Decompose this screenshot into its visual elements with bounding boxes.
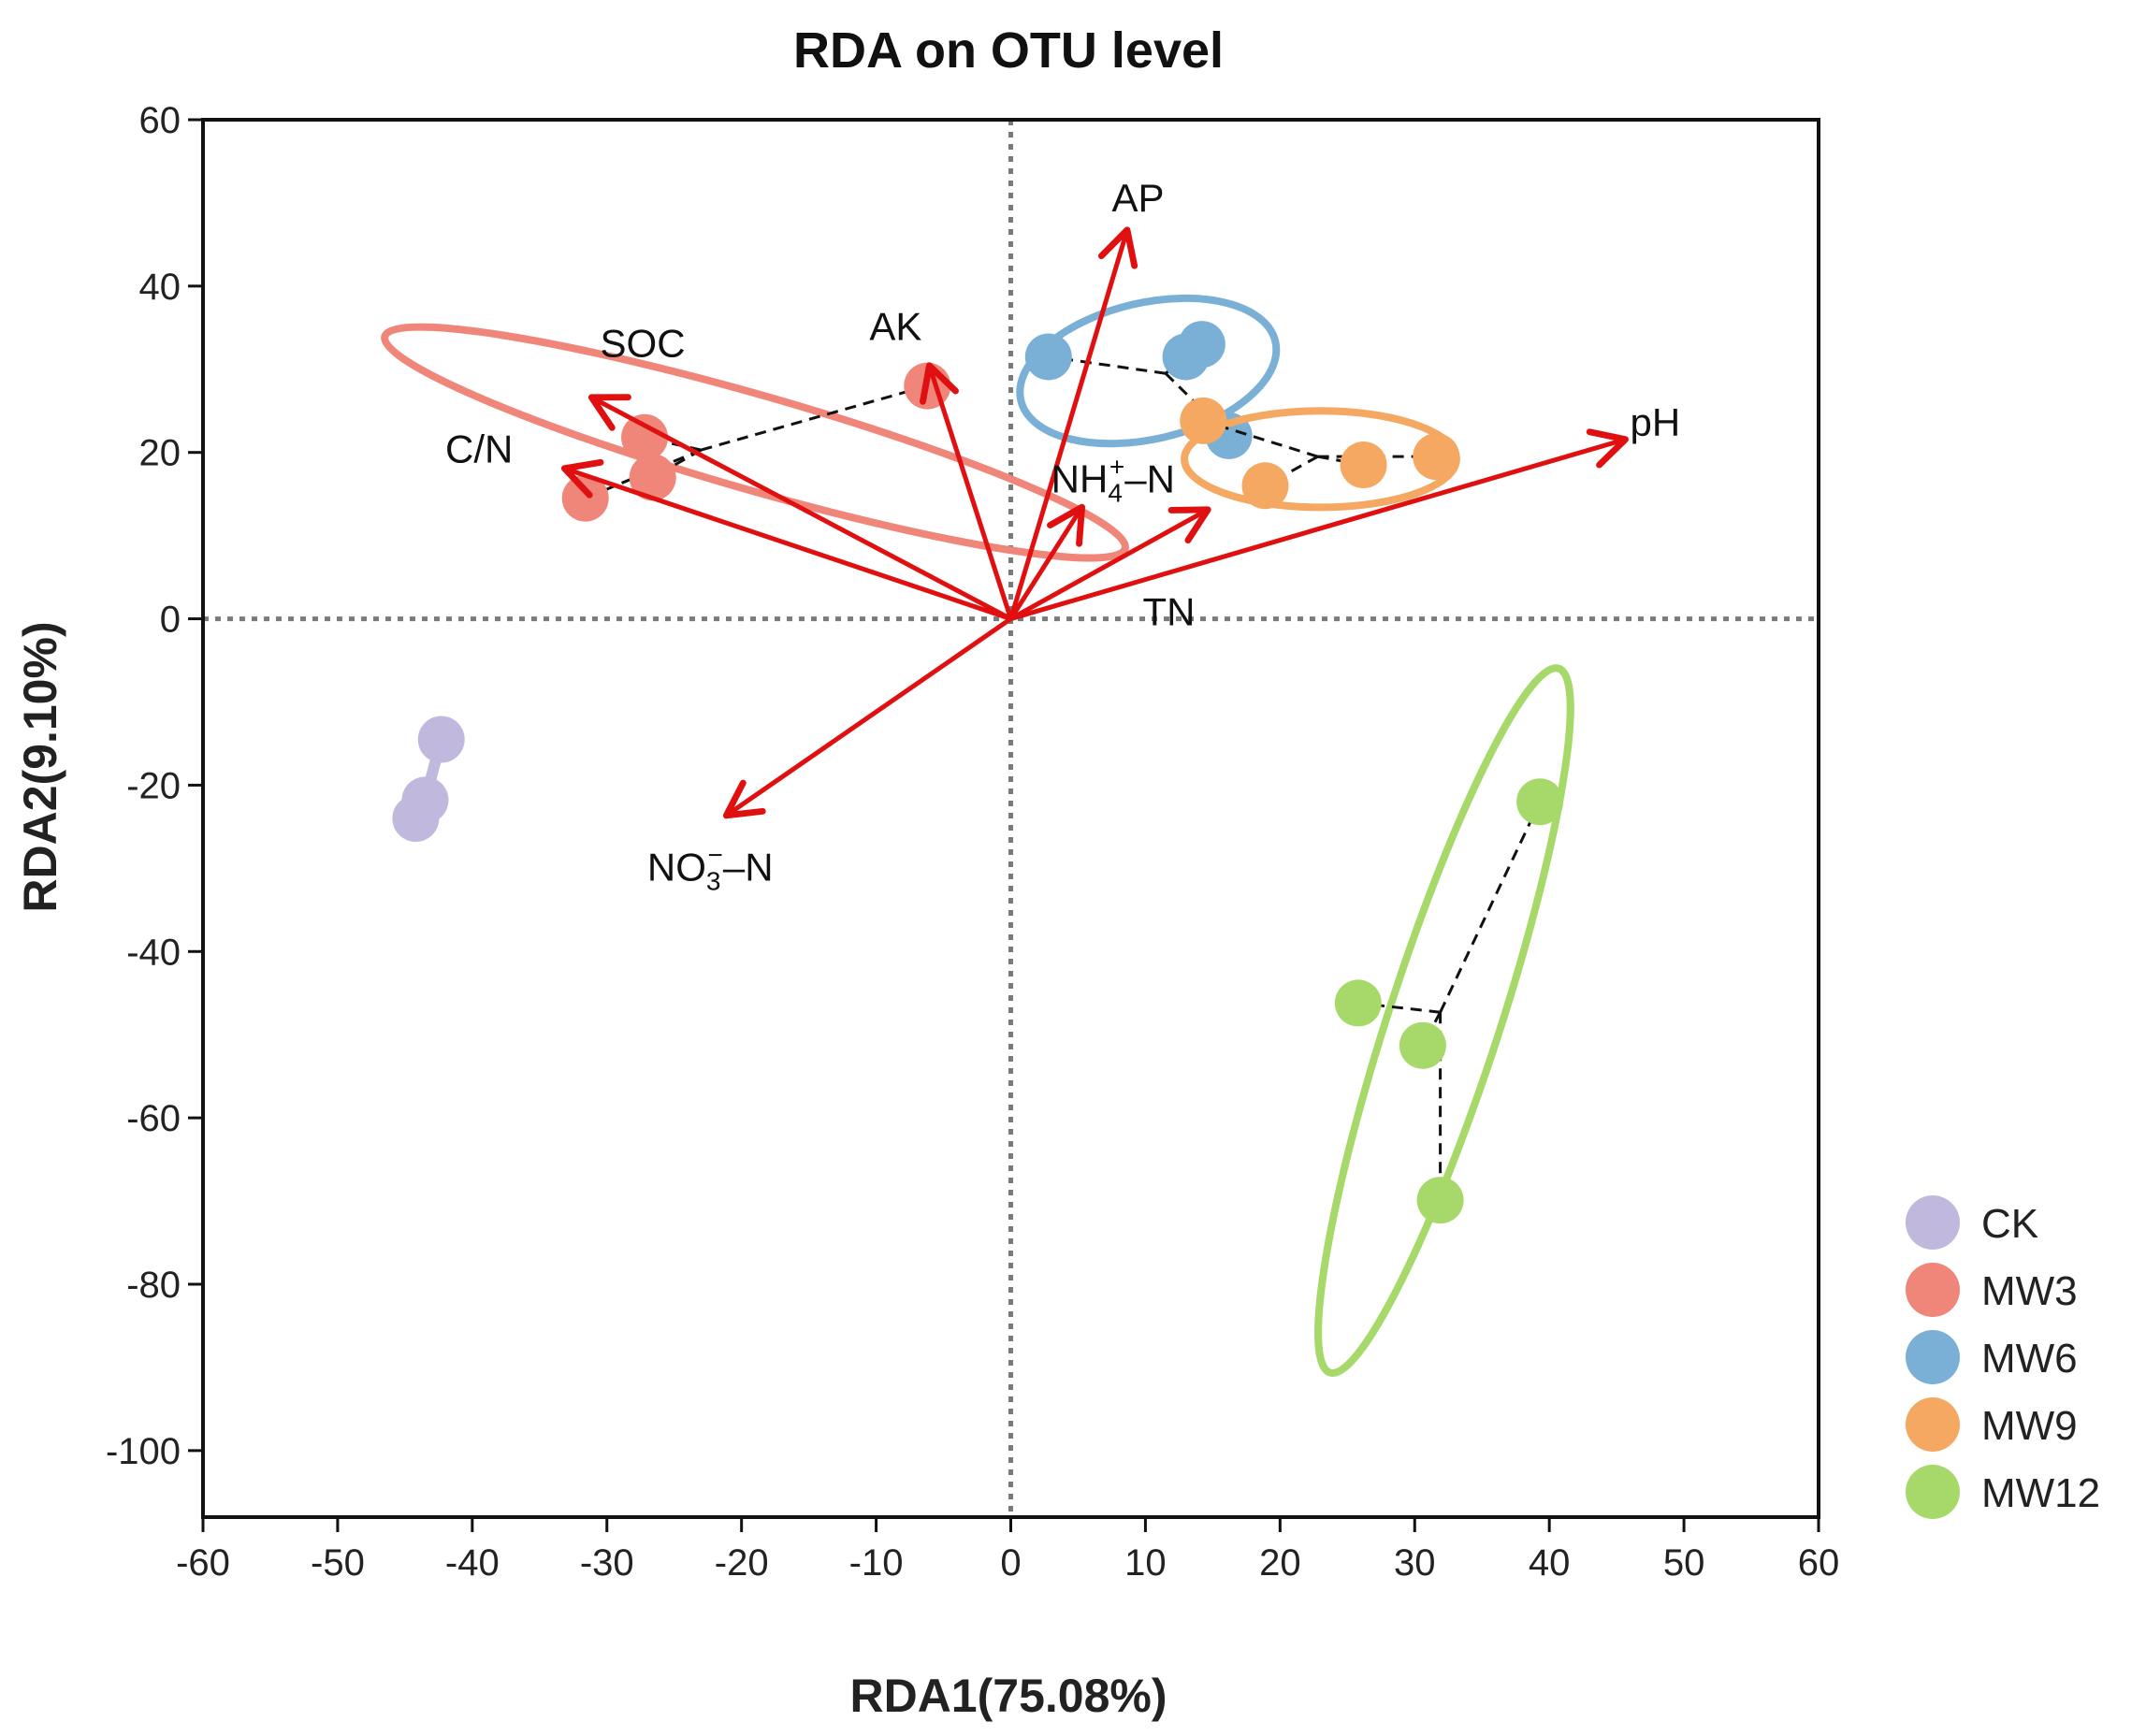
mw12-centroid-line bbox=[1357, 1001, 1441, 1014]
x-axis-label: RDA1(75.08%) bbox=[849, 1670, 1167, 1722]
legend-label-mw12: MW12 bbox=[1981, 1470, 2100, 1516]
arrow-soc bbox=[587, 394, 1012, 621]
ck-point bbox=[392, 795, 440, 842]
legend-marker-mw3 bbox=[1906, 1263, 1960, 1317]
legend-marker-mw9 bbox=[1906, 1397, 1960, 1452]
legend-label-mw6: MW6 bbox=[1981, 1336, 2078, 1382]
legend-marker-ck bbox=[1906, 1195, 1960, 1250]
legend-marker-mw12 bbox=[1906, 1465, 1960, 1519]
plot-area: -60 -50 -40 -30 -20 -10 0 10 20 30 40 50 606040200-2… bbox=[106, 100, 1839, 1584]
arrow-c-n bbox=[560, 458, 1012, 621]
label-superscript: − bbox=[708, 841, 723, 870]
arrow-tn bbox=[1009, 506, 1211, 621]
legend-label-ck: CK bbox=[1981, 1201, 2038, 1247]
label-base: NO bbox=[647, 846, 706, 890]
mw9-point bbox=[1340, 441, 1387, 489]
label-tail: –N bbox=[1124, 456, 1175, 500]
arrow-label-ak: AK bbox=[869, 305, 921, 349]
mw3-point bbox=[904, 362, 951, 410]
x-tick-label: 60 bbox=[1798, 1542, 1840, 1584]
mw6-point bbox=[1178, 321, 1225, 369]
mw12-ellipse bbox=[1314, 664, 1574, 1377]
label-subscript: 3 bbox=[706, 867, 721, 896]
mw3-point bbox=[621, 413, 669, 461]
x-tick-label: 40 bbox=[1529, 1542, 1571, 1584]
arrow-ph bbox=[1009, 428, 1629, 621]
x-tick-label: 50 bbox=[1663, 1542, 1705, 1584]
arrow-nh4-n bbox=[1008, 503, 1086, 620]
mw12-point bbox=[1416, 1177, 1464, 1224]
mw6-ellipse bbox=[1016, 294, 1281, 448]
x-tick-label: 20 bbox=[1259, 1542, 1301, 1584]
mw9-point bbox=[1180, 397, 1227, 444]
y-axis-label: RDA2(9.10%) bbox=[14, 621, 66, 912]
mw3-ellipse bbox=[381, 323, 1129, 562]
mw9-centroid-line bbox=[1264, 455, 1319, 487]
label-subscript: 4 bbox=[1108, 478, 1123, 507]
legend-label-mw9: MW9 bbox=[1981, 1403, 2078, 1449]
arrow-no3-n bbox=[722, 616, 1012, 819]
x-tick-label: -40 bbox=[445, 1542, 500, 1584]
arrow-ak bbox=[920, 362, 1013, 620]
x-tick-label: -50 bbox=[311, 1542, 365, 1584]
arrow-label-soc: SOC bbox=[601, 321, 686, 365]
mw9-point bbox=[1413, 433, 1460, 481]
x-tick-label: -30 bbox=[580, 1542, 634, 1584]
arrow-ap bbox=[1008, 226, 1138, 620]
mw12-point bbox=[1399, 1021, 1446, 1069]
mw6-point bbox=[1024, 333, 1072, 381]
mw12-point bbox=[1334, 979, 1382, 1027]
arrow-label-no3-n: NO3−–N bbox=[647, 841, 774, 896]
ck-point bbox=[417, 716, 465, 763]
legend-label-mw3: MW3 bbox=[1981, 1268, 2078, 1314]
y-tick-label: -100 bbox=[106, 1431, 181, 1472]
x-tick-label: -10 bbox=[849, 1542, 904, 1584]
y-tick-label: 0 bbox=[160, 600, 181, 641]
arrow-label-c-n: C/N bbox=[445, 427, 513, 470]
y-tick-label: 60 bbox=[139, 100, 181, 141]
y-tick-label: -40 bbox=[126, 932, 181, 973]
arrow-label-tn: TN bbox=[1143, 590, 1196, 634]
legend-marker-mw6 bbox=[1906, 1330, 1960, 1384]
arrow-label-ph: pH bbox=[1631, 400, 1681, 444]
label-base: NH bbox=[1051, 456, 1109, 500]
x-tick-label: -20 bbox=[715, 1542, 769, 1584]
mw3-centroid-line bbox=[701, 384, 928, 452]
arrow-label-nh4-n: NH4+–N bbox=[1051, 452, 1175, 507]
mw3-point bbox=[629, 454, 676, 501]
mw12-centroid-line bbox=[1439, 801, 1542, 1013]
legend: CK MW3 MW6 MW9 MW12 bbox=[1906, 1195, 2100, 1519]
x-tick-label: -60 bbox=[176, 1542, 230, 1584]
label-tail: –N bbox=[723, 846, 774, 890]
mw9-point bbox=[1241, 462, 1289, 510]
x-tick-label: 30 bbox=[1394, 1542, 1436, 1584]
y-tick-label: -60 bbox=[126, 1098, 181, 1139]
y-tick-label: -80 bbox=[126, 1265, 181, 1306]
y-tick-label: 40 bbox=[139, 267, 181, 308]
y-tick-label: -20 bbox=[126, 765, 181, 806]
x-tick-label: 0 bbox=[1000, 1542, 1021, 1584]
mw12-point bbox=[1516, 778, 1564, 826]
chart-title: RDA on OTU level bbox=[793, 22, 1224, 79]
x-tick-label: 10 bbox=[1124, 1542, 1167, 1584]
arrow-label-ap: AP bbox=[1111, 176, 1164, 220]
y-tick-label: 20 bbox=[139, 433, 181, 474]
label-superscript: + bbox=[1109, 452, 1124, 481]
